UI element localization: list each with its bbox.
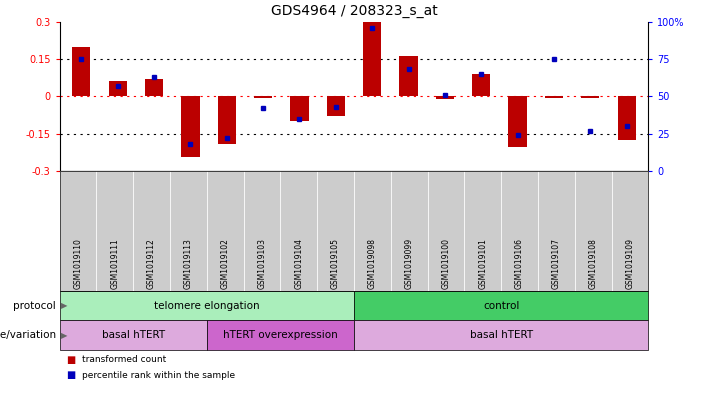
Bar	[472, 74, 490, 96]
Text: GSM1019106: GSM1019106	[515, 238, 524, 289]
Bar	[145, 79, 163, 96]
Text: GSM1019104: GSM1019104	[294, 238, 304, 289]
Text: ■: ■	[67, 370, 76, 380]
Text: hTERT overexpression: hTERT overexpression	[223, 330, 338, 340]
Text: GSM1019109: GSM1019109	[625, 238, 634, 289]
Bar	[363, 20, 381, 96]
Text: GSM1019105: GSM1019105	[331, 238, 340, 289]
Bar	[254, 96, 272, 97]
Text: GSM1019113: GSM1019113	[184, 238, 193, 289]
Bar	[581, 96, 599, 97]
Bar	[327, 96, 345, 116]
Bar	[618, 96, 636, 140]
Title: GDS4964 / 208323_s_at: GDS4964 / 208323_s_at	[271, 4, 437, 18]
Text: GSM1019101: GSM1019101	[478, 238, 487, 289]
Text: control: control	[483, 301, 519, 310]
Text: GSM1019110: GSM1019110	[74, 238, 83, 289]
Text: ▶: ▶	[61, 331, 67, 340]
Bar	[545, 96, 563, 97]
Text: percentile rank within the sample: percentile rank within the sample	[82, 371, 235, 380]
Text: genotype/variation: genotype/variation	[0, 330, 56, 340]
Text: GSM1019108: GSM1019108	[589, 238, 598, 289]
Text: GSM1019103: GSM1019103	[257, 238, 266, 289]
Text: GSM1019100: GSM1019100	[442, 238, 451, 289]
Text: GSM1019102: GSM1019102	[221, 238, 230, 289]
Text: GSM1019111: GSM1019111	[110, 238, 119, 289]
Text: ▶: ▶	[61, 301, 67, 310]
Text: ■: ■	[67, 354, 76, 365]
Text: telomere elongation: telomere elongation	[154, 301, 259, 310]
Text: GSM1019099: GSM1019099	[404, 238, 414, 289]
Bar	[290, 96, 308, 121]
Bar	[508, 96, 526, 147]
Bar	[400, 57, 418, 96]
Text: basal hTERT: basal hTERT	[470, 330, 533, 340]
Text: protocol: protocol	[13, 301, 56, 310]
Bar	[109, 81, 127, 96]
Bar	[436, 96, 454, 99]
Text: GSM1019098: GSM1019098	[368, 238, 377, 289]
Bar	[182, 96, 200, 157]
Text: GSM1019112: GSM1019112	[147, 238, 156, 289]
Text: GSM1019107: GSM1019107	[552, 238, 561, 289]
Bar	[218, 96, 236, 143]
Text: transformed count: transformed count	[82, 355, 166, 364]
Bar	[72, 46, 90, 96]
Text: basal hTERT: basal hTERT	[102, 330, 165, 340]
